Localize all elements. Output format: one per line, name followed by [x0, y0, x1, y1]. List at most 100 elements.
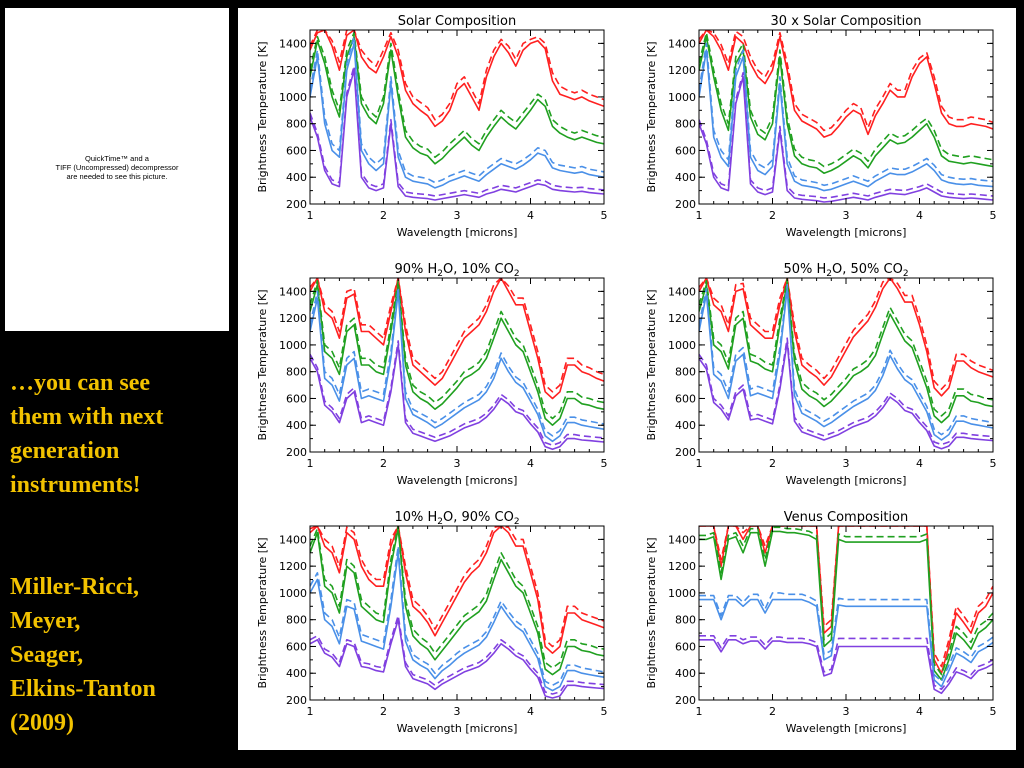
- title-part: Solar Composition: [398, 14, 516, 29]
- y-axis-label: Brightness Temperature [K]: [645, 537, 658, 688]
- slide-caption: …you can see them with next generation i…: [10, 366, 232, 502]
- series-line-green-dashed: [699, 278, 993, 417]
- x-axis-label: Wavelength [microns]: [786, 226, 907, 239]
- y-tick-label: 600: [675, 144, 696, 157]
- x-tick-label: 5: [601, 209, 608, 222]
- x-tick-label: 2: [380, 457, 387, 470]
- title-part: 10% H: [394, 510, 437, 525]
- y-tick-label: 1400: [668, 285, 696, 298]
- chart-title: 10% H2O, 90% CO2: [394, 510, 519, 527]
- slide-citation: Miller-Ricci, Meyer, Seager, Elkins-Tant…: [10, 570, 232, 740]
- title-part: 30 x Solar Composition: [771, 14, 922, 29]
- y-tick-label: 1000: [279, 587, 307, 600]
- citation-line: Meyer,: [10, 608, 81, 634]
- series-line-green-dashed: [310, 279, 604, 420]
- chart-panel: 1 2 3 4 5 200 400 600 800 1000 1200 1400 Wavelength …: [256, 262, 608, 487]
- series-line-purple-dashed: [699, 72, 993, 199]
- y-tick-label: 1200: [279, 560, 307, 573]
- y-tick-label: 400: [286, 667, 307, 680]
- x-tick-label: 2: [769, 705, 776, 718]
- y-axis-label: Brightness Temperature [K]: [256, 289, 269, 440]
- series-line-green-dashed: [699, 31, 993, 168]
- y-tick-label: 1000: [279, 91, 307, 104]
- y-tick-label: 400: [675, 419, 696, 432]
- y-tick-label: 800: [675, 614, 696, 627]
- caption-line: generation: [10, 438, 120, 464]
- citation-line: Elkins-Tanton: [10, 676, 156, 702]
- plot-frame: [698, 277, 994, 453]
- series-line-purple-solid: [310, 69, 604, 201]
- y-tick-label: 1000: [668, 587, 696, 600]
- series-line-green-solid: [310, 283, 604, 427]
- chart-title: 90% H2O, 10% CO2: [394, 262, 519, 279]
- x-tick-label: 3: [454, 705, 461, 718]
- spectra-figure-svg: 1 2 3 4 5200400600800100012001400Wavelength …: [256, 14, 997, 735]
- title-subscript: 2: [514, 269, 520, 279]
- series-line-purple-solid: [699, 341, 993, 450]
- x-tick-label: 5: [601, 457, 608, 470]
- series-group: [699, 278, 993, 450]
- y-axis-label: Brightness Temperature [K]: [645, 289, 658, 440]
- y-tick-label: 1400: [279, 37, 307, 50]
- title-subscript: 2: [437, 517, 443, 527]
- caption-line: instruments!: [10, 472, 141, 498]
- title-subscript: 2: [826, 269, 832, 279]
- y-tick-label: 1200: [668, 312, 696, 325]
- x-axis-label: Wavelength [microns]: [786, 474, 907, 487]
- title-part: O, 50% CO: [832, 262, 903, 277]
- y-tick-label: 1200: [279, 312, 307, 325]
- y-tick-label: 800: [286, 614, 307, 627]
- y-tick-label: 1000: [279, 339, 307, 352]
- x-tick-label: 4: [527, 457, 534, 470]
- chart-panel: 1 2 3 4 5 200 400 600 800 1000 1200 1400 Wavelength …: [256, 14, 608, 239]
- x-tick-label: 1: [307, 457, 314, 470]
- x-axis-label: Wavelength [microns]: [397, 722, 518, 735]
- x-tick-label: 4: [527, 209, 534, 222]
- series-line-green-solid: [310, 527, 604, 676]
- x-axis-label: Wavelength [microns]: [397, 226, 518, 239]
- y-tick-label: 400: [286, 419, 307, 432]
- series-line-red-dashed: [310, 526, 604, 648]
- series-line-red-dashed: [699, 278, 993, 390]
- title-part: O, 10% CO: [443, 262, 514, 277]
- y-tick-label: 1400: [668, 533, 696, 546]
- y-tick-label: 1200: [668, 560, 696, 573]
- x-tick-label: 5: [990, 457, 997, 470]
- series-line-blue-dashed: [310, 545, 604, 687]
- series-line-green-dashed: [699, 526, 993, 676]
- chart-title: Venus Composition: [784, 510, 908, 525]
- x-tick-label: 2: [380, 705, 387, 718]
- y-axis-label: Brightness Temperature [K]: [256, 537, 269, 688]
- title-subscript: 2: [437, 269, 443, 279]
- series-line-purple-solid: [310, 618, 604, 699]
- series-line-purple-solid: [310, 344, 604, 451]
- series-line-blue-solid: [310, 551, 604, 692]
- y-tick-label: 200: [286, 446, 307, 459]
- series-line-red-dashed: [699, 30, 993, 132]
- x-tick-label: 1: [696, 457, 703, 470]
- series-line-green-dashed: [310, 31, 604, 158]
- x-tick-label: 4: [527, 705, 534, 718]
- series-line-purple-solid: [699, 638, 993, 695]
- y-tick-label: 1400: [279, 533, 307, 546]
- x-tick-label: 3: [454, 457, 461, 470]
- caption-line: …you can see: [10, 370, 150, 396]
- series-line-green-dashed: [310, 526, 604, 669]
- x-axis-label: Wavelength [microns]: [786, 722, 907, 735]
- quicktime-placeholder: QuickTime™ and a TIFF (Uncompressed) dec…: [5, 8, 229, 331]
- series-line-red-solid: [699, 30, 993, 138]
- title-part: 50% H: [783, 262, 826, 277]
- series-line-green-solid: [310, 35, 604, 165]
- chart-title: 50% H2O, 50% CO2: [783, 262, 908, 279]
- placeholder-line: TIFF (Uncompressed) decompressor: [55, 163, 179, 172]
- x-tick-label: 5: [990, 705, 997, 718]
- y-tick-label: 600: [675, 392, 696, 405]
- x-tick-label: 3: [843, 457, 850, 470]
- x-tick-label: 5: [990, 209, 997, 222]
- series-group: [699, 526, 993, 695]
- y-tick-label: 600: [286, 144, 307, 157]
- series-group: [699, 30, 993, 203]
- placeholder-line: are needed to see this picture.: [66, 172, 168, 181]
- x-tick-label: 2: [380, 209, 387, 222]
- x-tick-label: 1: [696, 705, 703, 718]
